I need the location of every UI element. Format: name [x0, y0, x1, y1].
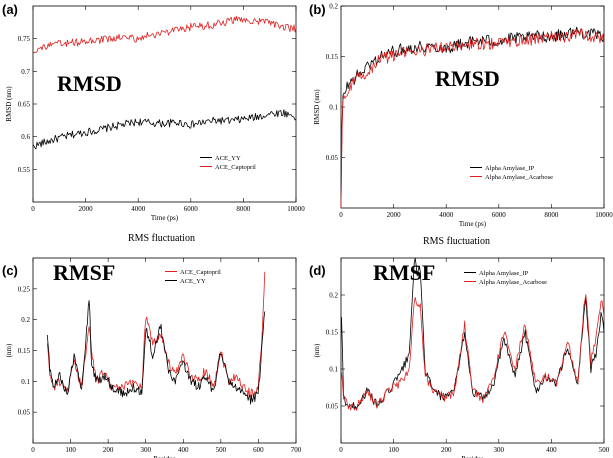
panel-big-label: RMSF [53, 260, 115, 285]
y-tick-label: 0.75 [18, 35, 31, 43]
legend-label: ACE_Captopril [180, 269, 221, 276]
x-tick-label: 0 [339, 446, 343, 454]
y-tick-label: 0.15 [18, 347, 31, 355]
panel-letter: (b) [309, 2, 326, 17]
y-tick-label: 0.1 [329, 104, 338, 112]
x-tick-label: 700 [291, 446, 302, 454]
x-tick-label: 400 [546, 446, 557, 454]
y-tick-label: 0.15 [326, 329, 339, 337]
panel-letter: (d) [309, 263, 326, 278]
y-axis-label: (nm) [5, 343, 13, 357]
panel-c: RMS fluctuation (c) RMSF 0 100 200 300 400 50… [2, 233, 302, 458]
y-tick-label: 0.6 [21, 133, 30, 141]
y-tick-label: 0.25 [18, 285, 31, 293]
y-tick-label: 0.2 [21, 316, 30, 324]
series-line [32, 15, 297, 54]
series-line [32, 109, 297, 150]
x-tick-label: 400 [178, 446, 189, 454]
series-line [340, 28, 605, 209]
y-tick-label: 0.2 [329, 292, 338, 300]
x-axis-label: Time (ps) [151, 214, 179, 222]
x-tick-label: 4000 [439, 211, 454, 219]
panel-letter: (c) [2, 263, 18, 278]
x-tick-label: 10000 [595, 211, 613, 219]
x-tick-label: 8000 [544, 211, 559, 219]
legend-label: Alpha Amylase_IP [479, 270, 529, 277]
x-tick-label: 300 [140, 446, 151, 454]
x-tick-label: 0 [31, 446, 35, 454]
plot-frame [32, 5, 297, 203]
x-tick-label: 6000 [184, 205, 199, 213]
x-tick-label: 2000 [79, 205, 94, 213]
y-tick-label: 0.1 [329, 366, 338, 374]
panel-big-label: RMSD [57, 71, 122, 96]
y-axis-label: (nm) [313, 343, 321, 357]
panel-big-label: RMSF [373, 260, 435, 285]
series-line [46, 271, 266, 397]
y-axis-label: RMSD (nm) [313, 89, 321, 125]
panel-a: (a) RMSD 0 2000 4000 6000 8000 10000 0.55 0.6 0.… [2, 2, 305, 222]
x-tick-label: 500 [599, 446, 610, 454]
panel-subtitle: RMS fluctuation [423, 236, 490, 247]
series-line [46, 300, 266, 405]
x-tick-label: 200 [441, 446, 452, 454]
series-line [340, 26, 605, 207]
panel-subtitle: RMS fluctuation [128, 233, 195, 244]
x-tick-label: 2000 [387, 211, 402, 219]
y-tick-label: 0.05 [326, 403, 339, 411]
y-tick-label: 0.1 [21, 378, 30, 386]
y-tick-label: 0.2 [329, 3, 338, 11]
y-tick-label: 0.7 [21, 68, 30, 76]
legend-label: ACE_YY [215, 155, 241, 162]
panel-big-label: RMSD [435, 66, 500, 91]
x-axis-label: Time (ps) [459, 220, 487, 228]
y-tick-label: 0.05 [18, 409, 31, 417]
x-tick-label: 200 [103, 446, 114, 454]
y-tick-label: 0.05 [326, 154, 339, 162]
y-axis-label: RMSD (nm) [5, 86, 13, 122]
x-tick-label: 100 [388, 446, 399, 454]
panel-d: RMS fluctuation (d) RMSF 0 100 200 300 400 50… [309, 236, 610, 458]
plot-frame [340, 257, 605, 444]
x-tick-label: 4000 [131, 205, 146, 213]
x-tick-label: 8000 [236, 205, 251, 213]
legend-label: ACE_YY [180, 278, 206, 285]
x-tick-label: 500 [216, 446, 227, 454]
legend-label: Alpha Amylase_Acarbose [479, 279, 547, 286]
x-tick-label: 0 [339, 211, 343, 219]
x-tick-label: 0 [31, 205, 35, 213]
x-tick-label: 100 [65, 446, 76, 454]
series-line [341, 294, 605, 411]
x-axis-label: Residue [461, 455, 484, 458]
x-tick-label: 600 [253, 446, 264, 454]
y-tick-label: 0.65 [18, 101, 31, 109]
panel-b: (b) RMSD 0 2000 4000 6000 8000 10000 0.05 0.1 0.… [309, 2, 613, 228]
x-tick-label: 10000 [287, 205, 305, 213]
y-tick-label: 0.15 [326, 53, 339, 61]
x-tick-label: 300 [494, 446, 505, 454]
panel-letter: (a) [2, 2, 18, 17]
x-axis-label: Residue [153, 455, 176, 458]
y-tick-label: 0.55 [18, 166, 31, 174]
x-tick-label: 6000 [492, 211, 507, 219]
plot-frame [340, 5, 605, 209]
legend-label: Alpha Amylase_Acarbose [485, 174, 553, 181]
legend-label: Alpha Amylase_IP [485, 165, 535, 172]
legend-label: ACE_Captopril [215, 164, 256, 171]
